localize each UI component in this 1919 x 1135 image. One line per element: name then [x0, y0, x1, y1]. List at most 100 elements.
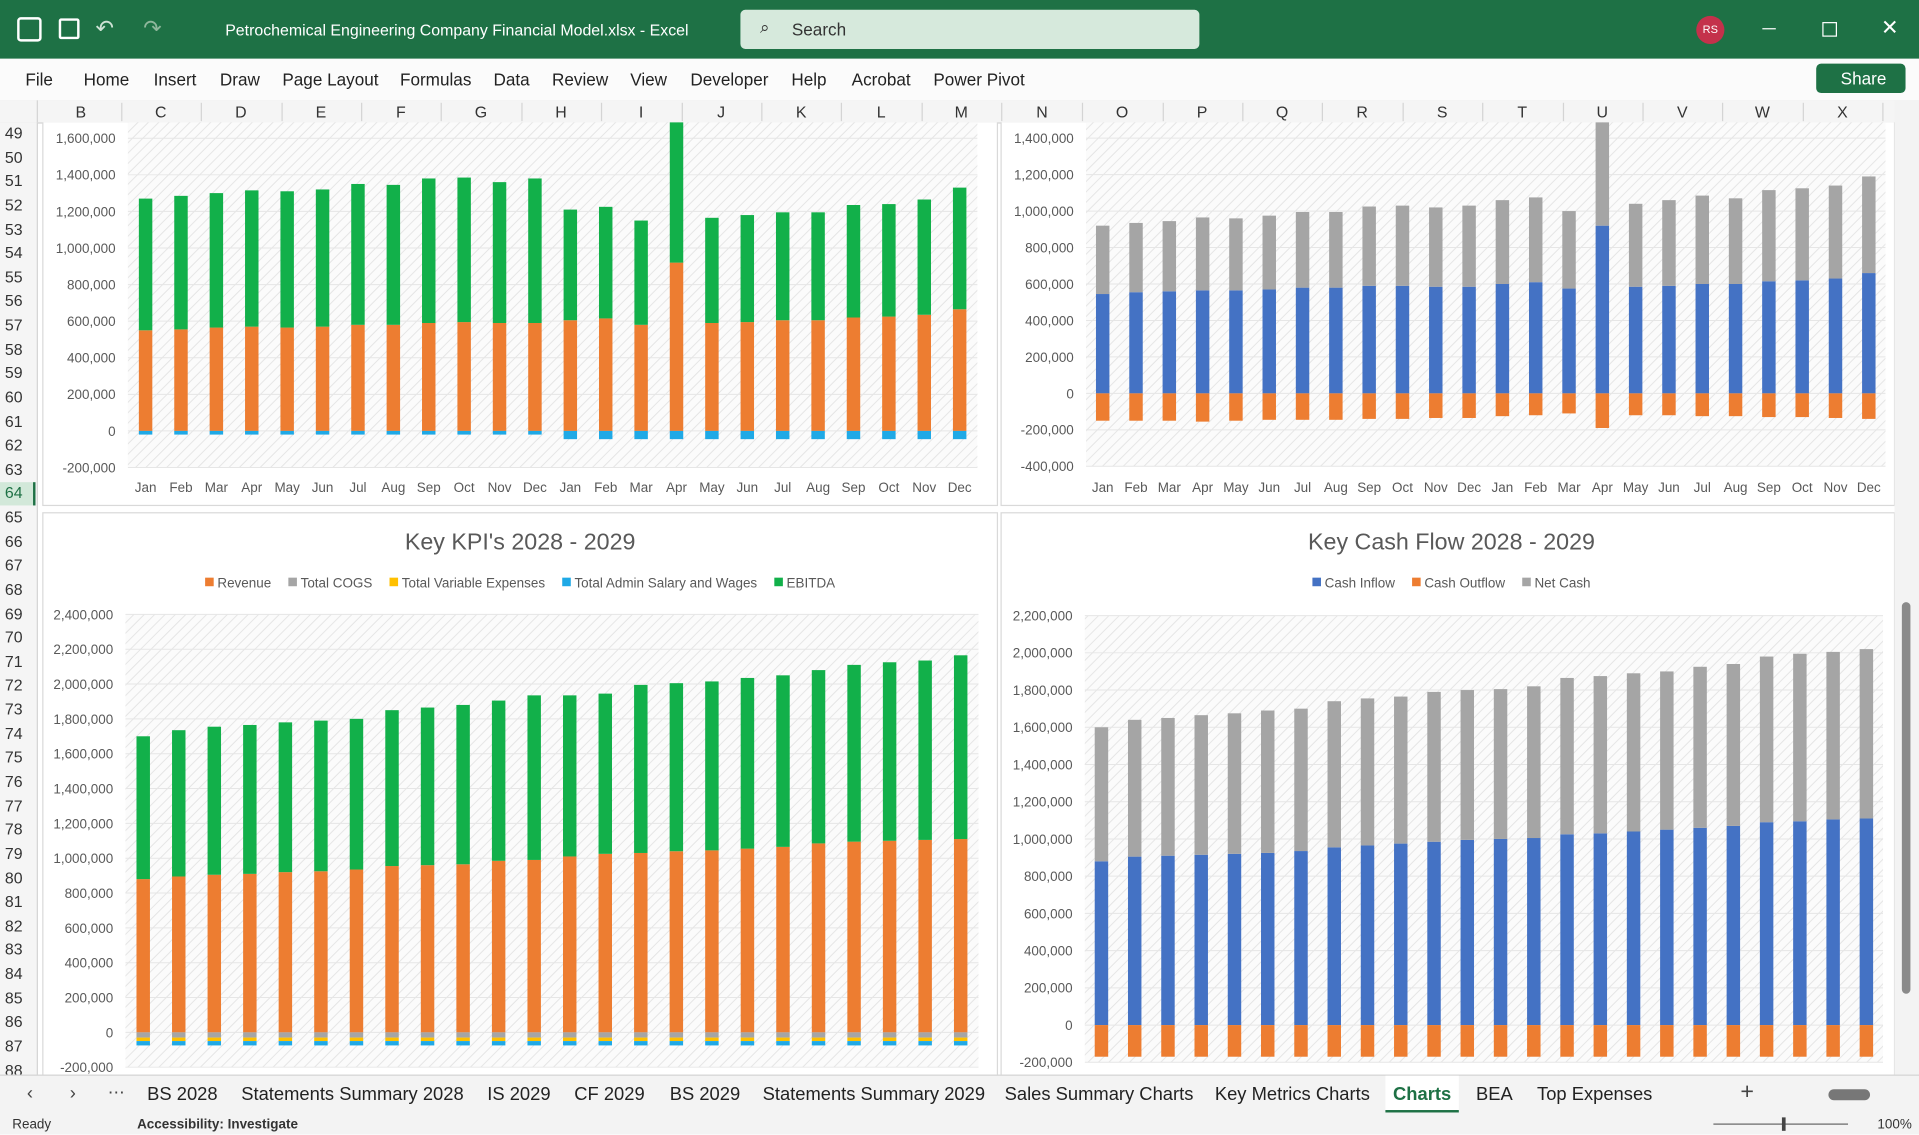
row-header[interactable]: 80	[4, 868, 23, 887]
ribbon-tab[interactable]: Insert	[153, 69, 197, 90]
row-header[interactable]: 62	[4, 435, 23, 455]
ribbon-tab[interactable]: File	[25, 69, 53, 90]
column-header[interactable]: M	[954, 102, 968, 122]
ribbon-tab[interactable]: Formulas	[399, 69, 472, 90]
column-header[interactable]: X	[1837, 102, 1848, 122]
zoom-slider[interactable]	[1713, 1123, 1849, 1125]
row-header[interactable]: 54	[4, 243, 23, 263]
sheet-tab[interactable]: Charts	[1393, 1084, 1452, 1106]
ribbon-tab[interactable]: Developer	[690, 69, 769, 90]
row-header[interactable]: 79	[4, 844, 23, 863]
column-header[interactable]: H	[555, 102, 567, 122]
row-header[interactable]: 65	[4, 507, 23, 527]
ribbon-tab[interactable]: Draw	[219, 69, 260, 90]
row-header[interactable]: 75	[4, 748, 23, 767]
ribbon-tab[interactable]: View	[630, 69, 668, 90]
sheet-tab[interactable]: BEA	[1475, 1084, 1513, 1106]
column-header[interactable]: I	[638, 102, 644, 122]
row-header[interactable]: 51	[4, 171, 23, 191]
ribbon-tab[interactable]: Acrobat	[851, 69, 911, 90]
column-header[interactable]: Q	[1275, 102, 1289, 122]
row-header[interactable]: 77	[4, 796, 23, 815]
column-header[interactable]: U	[1596, 102, 1608, 122]
undo-icon[interactable]: ↶	[95, 15, 114, 41]
column-header[interactable]: D	[235, 102, 247, 122]
restore-button[interactable]	[1822, 22, 1837, 37]
row-header[interactable]: 66	[4, 532, 23, 551]
sheet-tab[interactable]: Top Expenses	[1537, 1084, 1653, 1106]
excel-icon[interactable]	[17, 17, 42, 42]
zoom-thumb[interactable]	[1781, 1117, 1786, 1131]
ribbon-tab[interactable]: Review	[552, 69, 609, 90]
sheet-tab[interactable]: BS 2028	[147, 1084, 218, 1106]
sheet-tab[interactable]: Statements Summary 2028	[241, 1084, 464, 1106]
add-sheet[interactable]: +	[1740, 1079, 1754, 1106]
row-header[interactable]: 49	[4, 123, 23, 142]
row-header[interactable]: 56	[4, 291, 23, 311]
tab-next[interactable]: ›	[69, 1083, 76, 1104]
column-header[interactable]: F	[396, 102, 406, 122]
corner[interactable]	[0, 100, 38, 123]
row-header[interactable]: 60	[4, 387, 23, 407]
row-header[interactable]: 81	[4, 892, 23, 911]
share-button[interactable]: Share	[1816, 63, 1906, 94]
column-header[interactable]: J	[717, 102, 726, 122]
row-header[interactable]: 58	[4, 339, 23, 359]
row-header[interactable]: 55	[4, 267, 23, 287]
column-header[interactable]: K	[795, 102, 807, 122]
search-box[interactable]: ⌕ Search	[740, 9, 1200, 49]
row-header[interactable]: 68	[4, 580, 23, 599]
row-header[interactable]: 83	[4, 940, 23, 959]
horizontal-scroll-thumb[interactable]	[1828, 1089, 1871, 1101]
column-header[interactable]: O	[1115, 102, 1129, 122]
more-tabs[interactable]: ⋯	[107, 1081, 125, 1102]
row-header[interactable]: 74	[4, 724, 23, 743]
column-header[interactable]: G	[474, 102, 488, 122]
row-header[interactable]: 71	[4, 652, 23, 671]
row-header[interactable]: 52	[4, 195, 23, 215]
tab-prev[interactable]: ‹	[26, 1083, 34, 1104]
ribbon-tab[interactable]: Home	[83, 69, 130, 90]
sheet-tab[interactable]: BS 2029	[669, 1084, 741, 1106]
row-header[interactable]: 86	[4, 1012, 23, 1031]
column-header[interactable]: R	[1356, 102, 1368, 122]
row-header[interactable]: 67	[4, 556, 23, 575]
ribbon-tab[interactable]: Page Layout	[282, 69, 379, 90]
minimize-button[interactable]	[1762, 28, 1776, 30]
column-header[interactable]: T	[1517, 102, 1528, 122]
sheet-tab[interactable]: Key Metrics Charts	[1214, 1084, 1370, 1106]
row-header[interactable]: 57	[4, 315, 23, 335]
scroll-thumb[interactable]	[1901, 602, 1911, 994]
ribbon-tab[interactable]: Help	[791, 69, 827, 90]
row-header[interactable]: 87	[4, 1036, 23, 1055]
column-header[interactable]: W	[1754, 102, 1770, 122]
column-header[interactable]: L	[876, 102, 886, 122]
accessibility-status[interactable]: Accessibility: Investigate	[137, 1117, 298, 1133]
row-header[interactable]: 72	[4, 676, 23, 695]
row-header[interactable]: 78	[4, 820, 23, 839]
column-header[interactable]: S	[1436, 102, 1448, 122]
row-header[interactable]: 88	[4, 1060, 23, 1079]
row-header[interactable]: 50	[4, 147, 23, 166]
row-header[interactable]: 59	[4, 363, 23, 383]
close-button[interactable]: ✕	[1881, 15, 1899, 40]
redo-icon[interactable]: ↷	[143, 15, 162, 41]
row-header[interactable]: 64	[4, 483, 23, 503]
row-header[interactable]: 69	[4, 604, 23, 623]
column-header[interactable]: P	[1196, 102, 1208, 122]
column-header[interactable]: B	[75, 102, 87, 122]
ribbon-tab[interactable]: Data	[493, 69, 530, 90]
vertical-scrollbar[interactable]	[1894, 100, 1919, 1075]
row-header[interactable]: 70	[4, 628, 23, 647]
row-header[interactable]: 85	[4, 988, 23, 1007]
user-avatar[interactable]: RS	[1696, 15, 1725, 45]
sheet-tab[interactable]: Statements Summary 2029	[762, 1084, 986, 1106]
save-icon[interactable]	[58, 18, 80, 40]
row-header[interactable]: 84	[4, 964, 23, 983]
row-header[interactable]: 63	[4, 459, 23, 479]
column-header[interactable]: C	[155, 102, 167, 122]
row-header[interactable]: 73	[4, 700, 23, 719]
sheet-tab[interactable]: IS 2029	[487, 1084, 551, 1106]
row-header[interactable]: 53	[4, 219, 23, 239]
row-header[interactable]: 61	[4, 411, 23, 431]
